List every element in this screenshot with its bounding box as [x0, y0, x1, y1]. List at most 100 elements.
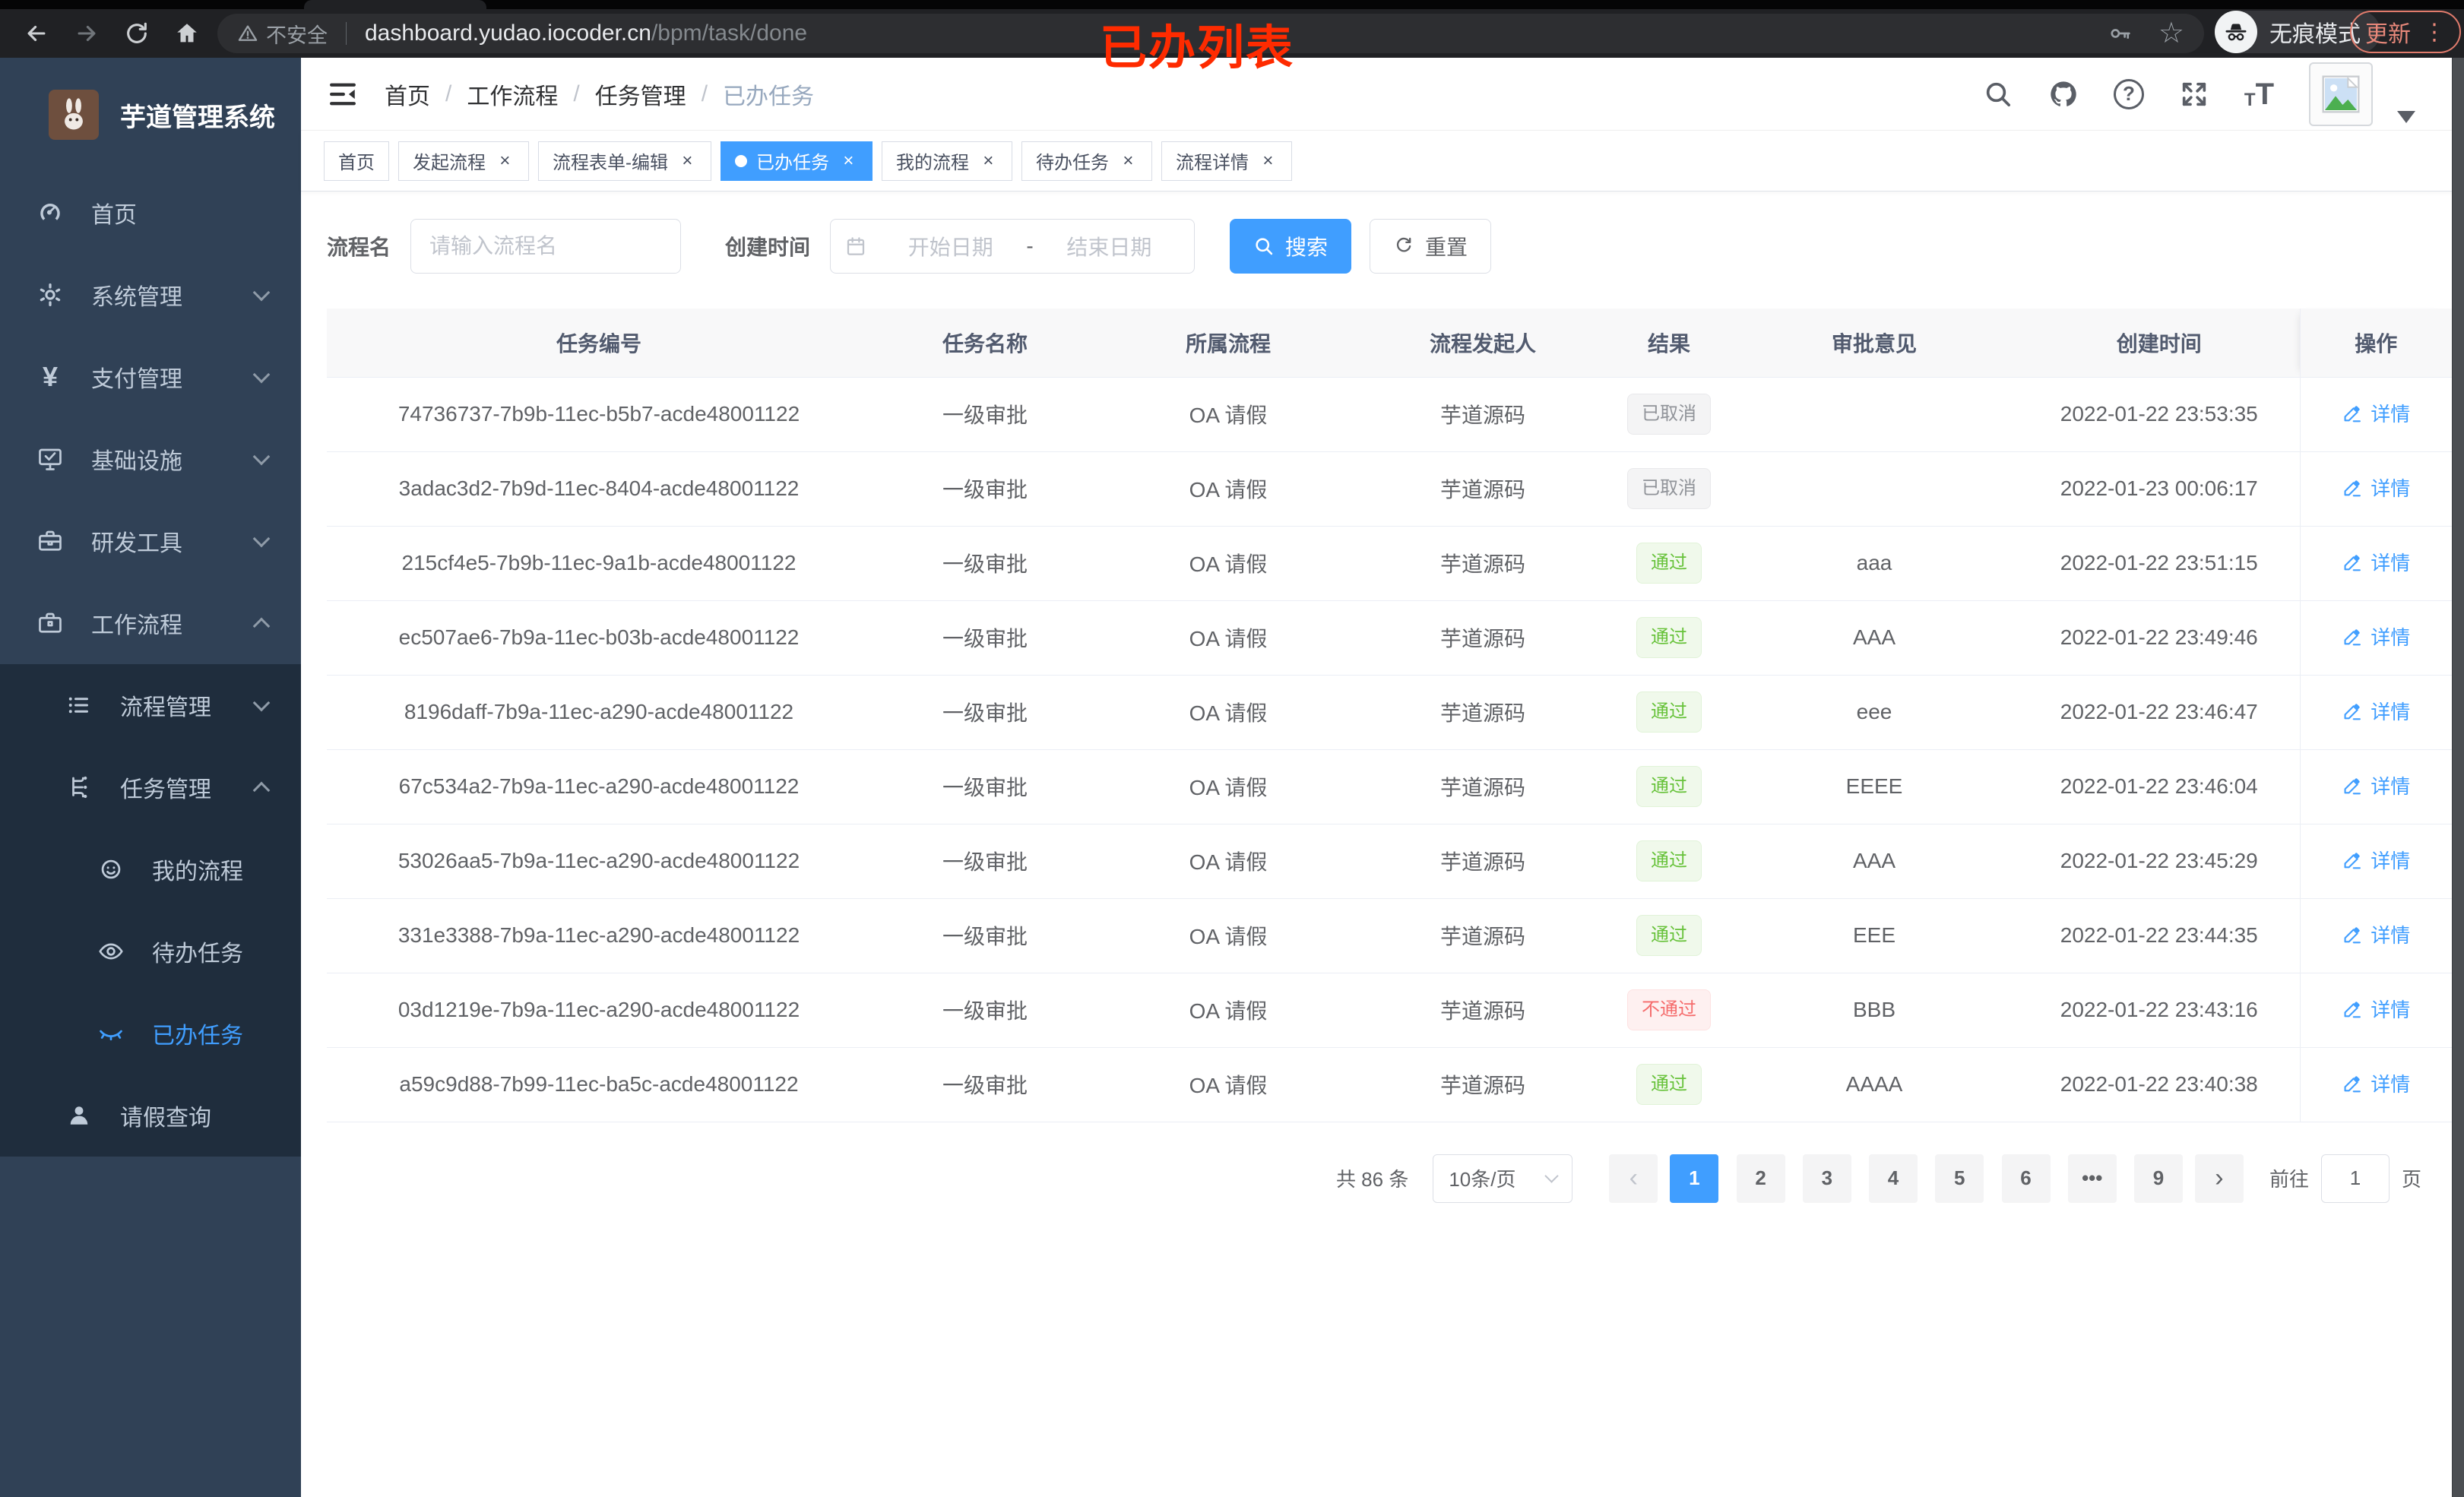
detail-button[interactable]: 详情	[2342, 771, 2410, 799]
detail-button[interactable]: 详情	[2342, 399, 2410, 427]
page-number-button[interactable]: 2	[1736, 1154, 1785, 1203]
tag-close-icon[interactable]	[1118, 150, 1138, 172]
sidebar-item-infra[interactable]: 基础设施	[0, 418, 301, 500]
sidebar-item-my-process[interactable]: 我的流程	[0, 828, 301, 910]
breadcrumb-home[interactable]: 首页	[385, 84, 430, 109]
tag-close-icon[interactable]	[1258, 150, 1278, 172]
page-number-button[interactable]: 9	[2133, 1154, 2183, 1203]
detail-button[interactable]: 详情	[2342, 920, 2410, 948]
sidebar-item-system[interactable]: 系统管理	[0, 254, 301, 336]
task-name-cell: 一级审批	[871, 973, 1099, 1048]
github-icon[interactable]	[2048, 79, 2079, 109]
sidebar-item-process-mgmt[interactable]: 流程管理	[0, 664, 301, 746]
sidebar-item-devtools[interactable]: 研发工具	[0, 500, 301, 582]
sidebar-item-leave-query[interactable]: 请假查询	[0, 1074, 301, 1157]
detail-button[interactable]: 详情	[2342, 995, 2410, 1023]
sidebar-item-home[interactable]: 首页	[0, 172, 301, 254]
page-tag[interactable]: 流程表单-编辑	[538, 141, 711, 181]
browser-tabstrip	[0, 0, 2464, 9]
sidebar-item-payment[interactable]: ¥ 支付管理	[0, 336, 301, 418]
page-number-button[interactable]: 6	[2001, 1154, 2051, 1203]
fullscreen-icon[interactable]	[2179, 79, 2209, 109]
prev-page-button[interactable]	[1609, 1154, 1658, 1203]
reload-icon[interactable]	[120, 17, 154, 50]
page-number-button[interactable]: 5	[1935, 1154, 1984, 1203]
page-number-button[interactable]: •••	[2067, 1154, 2117, 1203]
end-date-placeholder: 结束日期	[1066, 236, 1152, 259]
task-id-cell: a59c9d88-7b99-11ec-ba5c-acde48001122	[327, 1047, 871, 1122]
sidebar: 芋道管理系统 首页 系统管理 ¥ 支付管理	[0, 58, 301, 1497]
detail-button[interactable]: 详情	[2342, 473, 2410, 502]
sidebar-item-todo-tasks[interactable]: 待办任务	[0, 910, 301, 992]
breadcrumb-task-mgmt[interactable]: 任务管理	[594, 84, 686, 109]
key-icon[interactable]	[2108, 21, 2133, 46]
search-button[interactable]: 搜索	[1230, 219, 1352, 274]
process-name-input[interactable]	[410, 219, 682, 274]
page-number-button[interactable]: 1	[1670, 1154, 1719, 1203]
detail-button[interactable]: 详情	[2342, 548, 2410, 576]
actions-cell: 详情	[2299, 824, 2452, 899]
next-page-button[interactable]	[2194, 1154, 2244, 1203]
page-tag[interactable]: 待办任务	[1021, 141, 1152, 181]
result-cell: 通过	[1608, 526, 1730, 601]
create-time-cell: 2022-01-23 00:06:17	[2019, 451, 2300, 527]
tag-close-icon[interactable]	[677, 150, 697, 172]
page-number-button[interactable]: 3	[1802, 1154, 1851, 1203]
page-tag[interactable]: 发起流程	[398, 141, 529, 181]
url-bar[interactable]: 不安全 dashboard.yudao.iocoder.cn/bpm/task/…	[217, 14, 2204, 53]
col-task-name: 任务名称	[871, 309, 1099, 378]
col-starter: 流程发起人	[1357, 309, 1608, 378]
breadcrumb-workflow[interactable]: 工作流程	[467, 84, 559, 109]
page-tag[interactable]: 已办任务	[721, 141, 873, 181]
detail-button[interactable]: 详情	[2342, 697, 2410, 725]
process-cell: OA 请假	[1099, 451, 1357, 527]
page-tag[interactable]: 流程详情	[1161, 141, 1292, 181]
chevron-down-icon	[252, 694, 271, 712]
detail-button[interactable]: 详情	[2342, 622, 2410, 650]
search-icon[interactable]	[1983, 79, 2013, 109]
font-size-icon[interactable]	[2244, 79, 2274, 109]
tag-close-icon[interactable]	[838, 150, 858, 172]
tag-close-icon[interactable]	[495, 150, 515, 172]
bookmark-star-icon[interactable]: ☆	[2158, 17, 2184, 49]
update-button[interactable]: 更新 ⋮	[2350, 11, 2461, 53]
avatar-caret-icon[interactable]	[2397, 110, 2415, 123]
sidebar-item-workflow[interactable]: 工作流程	[0, 582, 301, 664]
forward-icon[interactable]	[70, 17, 103, 50]
process-cell: OA 请假	[1099, 1047, 1357, 1122]
help-icon[interactable]: ?	[2113, 78, 2144, 109]
process-cell: OA 请假	[1099, 824, 1357, 899]
col-process: 所属流程	[1099, 309, 1357, 378]
tag-close-icon[interactable]	[978, 150, 998, 172]
back-icon[interactable]	[20, 17, 53, 50]
sidebar-collapse-icon[interactable]	[327, 78, 359, 110]
date-range-picker[interactable]: 开始日期 - 结束日期	[830, 219, 1196, 274]
actions-cell: 详情	[2299, 1047, 2452, 1122]
home-icon[interactable]	[170, 17, 204, 50]
status-badge: 不通过	[1627, 989, 1711, 1030]
breadcrumb: 首页 / 工作流程 / 任务管理 / 已办任务	[385, 78, 814, 111]
status-badge: 通过	[1636, 543, 1702, 584]
browser-tab[interactable]	[304, 0, 486, 9]
detail-button[interactable]: 详情	[2342, 1069, 2410, 1097]
comment-cell: EEEE	[1730, 749, 2019, 824]
page-tag[interactable]: 首页	[324, 141, 389, 181]
task-name-cell: 一级审批	[871, 898, 1099, 973]
table-row: 215cf4e5-7b9b-11ec-9a1b-acde48001122 一级审…	[327, 526, 2452, 601]
reset-button[interactable]: 重置	[1370, 219, 1492, 274]
security-warning[interactable]: 不安全	[237, 19, 328, 49]
sidebar-item-task-mgmt[interactable]: 任务管理	[0, 746, 301, 828]
avatar[interactable]	[2309, 62, 2373, 126]
create-time-cell: 2022-01-22 23:49:46	[2019, 600, 2300, 676]
browser-menu-icon[interactable]: ⋮	[2423, 19, 2446, 45]
sidebar-item-done-tasks[interactable]: 已办任务	[0, 992, 301, 1074]
comment-cell: EEE	[1730, 898, 2019, 973]
page-size-select[interactable]: 10条/页	[1433, 1154, 1573, 1203]
page-tag[interactable]: 我的流程	[882, 141, 1012, 181]
detail-button[interactable]: 详情	[2342, 846, 2410, 874]
page-scrollbar[interactable]	[2452, 58, 2464, 1497]
edit-pencil-icon	[2344, 480, 2361, 497]
refresh-icon	[1396, 237, 1411, 252]
page-jump-input[interactable]	[2320, 1154, 2390, 1203]
page-number-button[interactable]: 4	[1869, 1154, 1918, 1203]
